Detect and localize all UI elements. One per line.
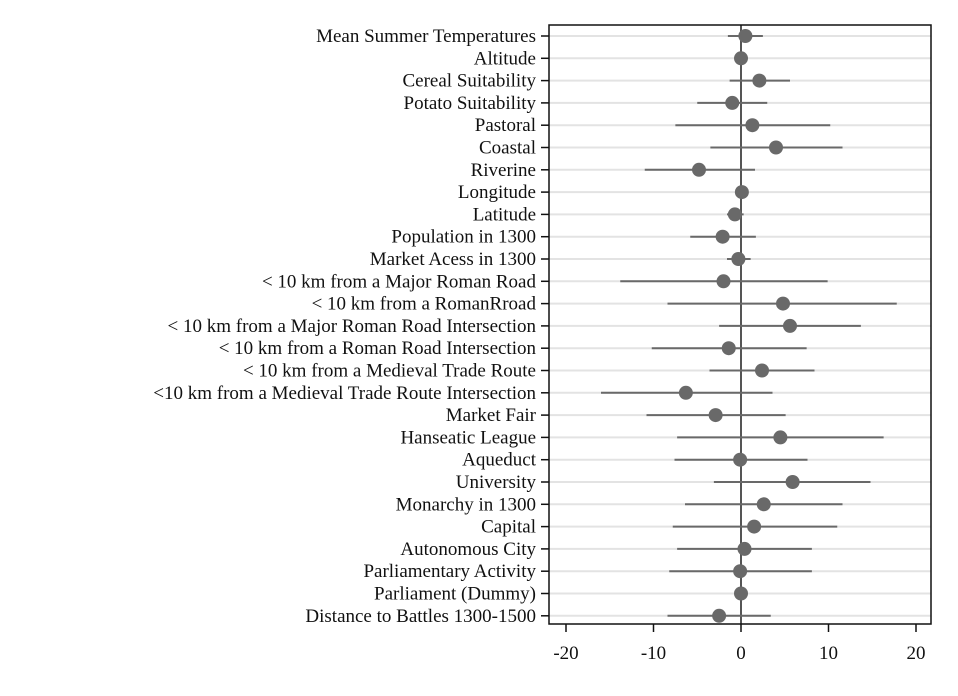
y-tick-label: < 10 km from a Major Roman Road Intersec…	[168, 316, 537, 337]
point-estimate	[727, 207, 742, 222]
y-tick-label: Market Acess in 1300	[370, 249, 536, 270]
point-estimate	[745, 118, 760, 133]
y-tick-label: Aqueduct	[462, 450, 537, 471]
y-tick-label: University	[456, 472, 537, 493]
y-tick-label: < 10 km from a Roman Road Intersection	[219, 338, 537, 359]
y-tick-label: Latitude	[473, 204, 536, 225]
point-estimate	[773, 430, 788, 445]
y-tick-label: Capital	[481, 517, 536, 538]
point-estimate	[785, 475, 800, 489]
y-tick-label: Riverine	[471, 160, 536, 181]
plot-frame	[548, 24, 932, 625]
y-tick-label: Monarchy in 1300	[396, 494, 536, 515]
point-estimate	[708, 408, 723, 423]
y-tick-label: Pastoral	[475, 115, 536, 136]
point-estimates	[678, 29, 800, 623]
point-estimate	[678, 385, 693, 400]
point-estimate	[752, 73, 767, 88]
point-estimate	[721, 341, 736, 356]
point-estimate	[734, 51, 748, 66]
point-estimate	[733, 452, 748, 467]
y-tick-label: < 10 km from a Medieval Trade Route	[243, 361, 536, 382]
x-axis: -20 -10 0 10 20	[553, 624, 926, 664]
point-estimate	[734, 586, 748, 601]
x-tick-label: 20	[907, 643, 926, 664]
point-estimate	[756, 497, 771, 512]
point-estimate	[747, 519, 762, 534]
point-estimate	[712, 608, 727, 623]
x-tick-label: 10	[819, 643, 838, 664]
y-tick-label: Coastal	[479, 138, 536, 159]
point-estimate	[776, 296, 790, 311]
point-estimate	[715, 229, 730, 244]
point-estimate	[783, 318, 797, 333]
y-tick-label: Cereal Suitability	[402, 71, 536, 92]
y-tick-label: Distance to Battles 1300-1500	[305, 606, 536, 627]
point-estimate	[692, 162, 706, 177]
y-tick-label: Potato Suitability	[404, 93, 537, 114]
point-estimate	[733, 564, 748, 579]
point-estimate	[734, 185, 749, 200]
y-tick-label: Autonomous City	[400, 539, 536, 560]
point-estimate	[755, 363, 769, 378]
x-tick-label: 0	[736, 643, 746, 664]
y-tick-label: Altitude	[474, 48, 536, 69]
x-tick-label: -10	[641, 643, 666, 664]
point-estimate	[731, 252, 746, 266]
point-estimate	[725, 95, 740, 110]
point-estimate	[737, 541, 752, 556]
y-tick-label: Longitude	[458, 182, 536, 203]
y-tick-label: < 10 km from a Major Roman Road	[262, 271, 537, 292]
y-tick-label: Parliamentary Activity	[363, 561, 536, 582]
y-tick-label: Hanseatic League	[400, 427, 536, 448]
x-tick-label: -20	[553, 643, 578, 664]
y-tick-label: < 10 km from a RomanRroad	[312, 294, 537, 315]
y-tick-label: Parliament (Dummy)	[374, 584, 536, 605]
y-tick-label: <10 km from a Medieval Trade Route Inter…	[153, 383, 536, 404]
y-tick-label: Population in 1300	[391, 227, 536, 248]
y-tick-label: Mean Summer Temperatures	[316, 26, 536, 47]
point-estimate	[738, 29, 753, 43]
y-tick-label: Market Fair	[446, 405, 537, 426]
point-estimate	[716, 274, 731, 289]
point-estimate	[769, 140, 783, 155]
